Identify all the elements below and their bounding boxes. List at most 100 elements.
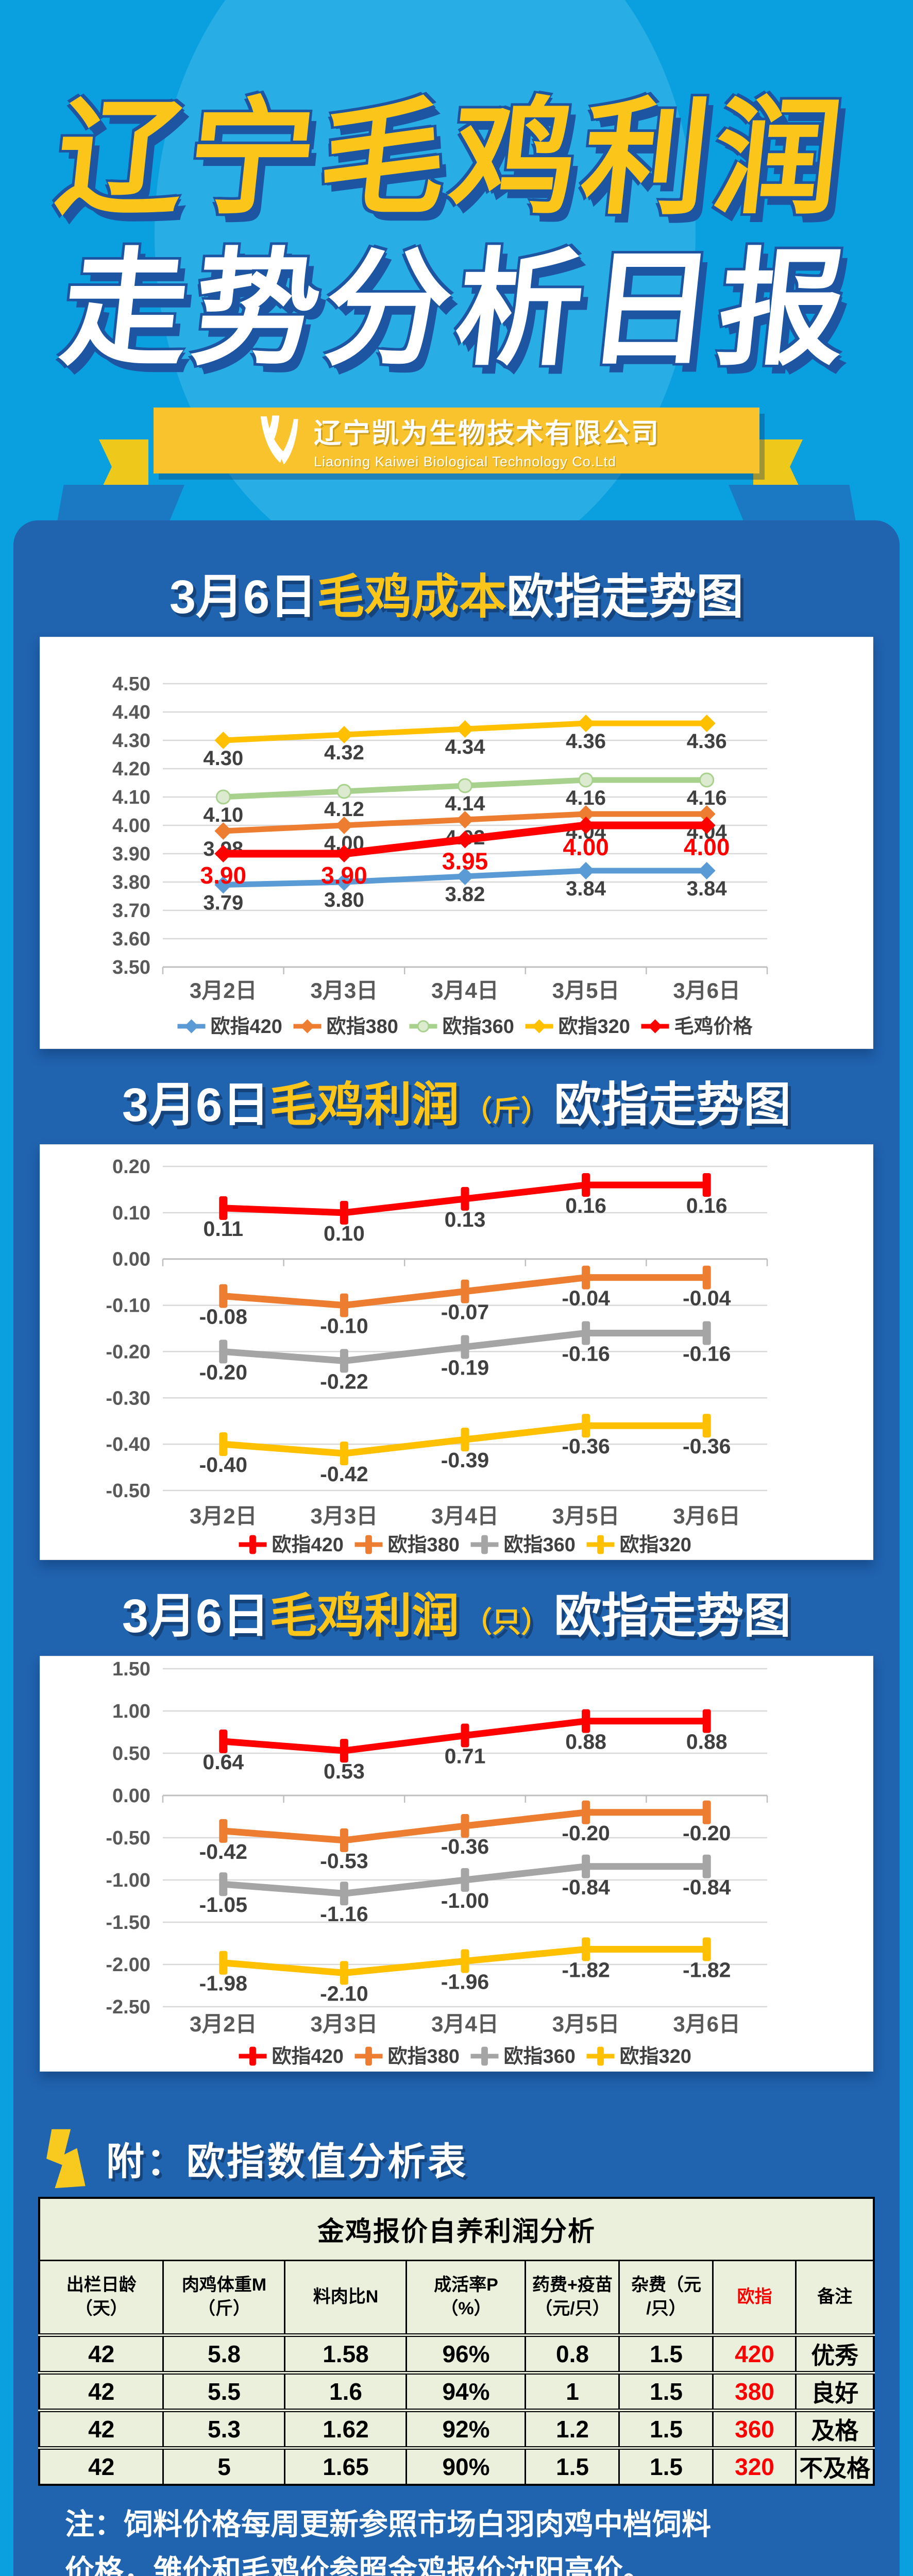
yellow-arrow-icon bbox=[46, 2129, 86, 2188]
table-cell: 良好 bbox=[795, 2370, 875, 2411]
svg-text:4.36: 4.36 bbox=[687, 730, 727, 753]
svg-text:0.64: 0.64 bbox=[202, 1750, 244, 1774]
chart-title-part: 毛鸡利润 bbox=[269, 1078, 460, 1131]
svg-text:3.90: 3.90 bbox=[112, 843, 150, 865]
chart-title-part: （斤） bbox=[463, 1094, 550, 1127]
svg-text:-0.36: -0.36 bbox=[562, 1434, 610, 1458]
svg-text:-2.10: -2.10 bbox=[320, 1981, 368, 2005]
table-cell: 不及格 bbox=[795, 2446, 875, 2486]
svg-text:-0.19: -0.19 bbox=[441, 1356, 489, 1380]
table-header-cell: 备注 bbox=[795, 2259, 875, 2337]
table-cell: 380 bbox=[712, 2370, 797, 2411]
svg-text:-0.40: -0.40 bbox=[199, 1453, 247, 1477]
svg-text:欧指360: 欧指360 bbox=[504, 2046, 576, 2067]
chart-card-profit-bird: 1.50 1.00 0.50 0.00 -0.50 -1.00 -1.50 -2.00 -2.5… bbox=[40, 1655, 873, 2072]
svg-text:-0.07: -0.07 bbox=[441, 1300, 489, 1324]
table-row: 42 5.3 1.62 92% 1.2 1.5 360 及格 bbox=[38, 2408, 875, 2449]
profit-per-bird-chart: 1.50 1.00 0.50 0.00 -0.50 -1.00 -1.50 -2.00 -2.5… bbox=[40, 1656, 873, 2071]
svg-text:-0.10: -0.10 bbox=[106, 1295, 150, 1317]
svg-text:0.10: 0.10 bbox=[112, 1202, 150, 1224]
table-cell: 1.5 bbox=[618, 2408, 714, 2449]
svg-text:3月2日: 3月2日 bbox=[190, 1504, 257, 1528]
chart-title-part: 毛鸡利润 bbox=[269, 1590, 460, 1643]
svg-text:欧指320: 欧指320 bbox=[559, 1016, 630, 1038]
svg-text:-0.16: -0.16 bbox=[683, 1342, 731, 1366]
hero-glow-ellipse bbox=[155, 0, 696, 582]
svg-text:-1.16: -1.16 bbox=[320, 1902, 368, 1926]
table-cell: 1.5 bbox=[618, 2370, 714, 2411]
table-cell: 5.5 bbox=[162, 2370, 286, 2411]
svg-text:3.79: 3.79 bbox=[203, 891, 243, 914]
svg-text:-0.42: -0.42 bbox=[320, 1462, 368, 1486]
svg-text:3.84: 3.84 bbox=[566, 877, 606, 900]
svg-text:4.10: 4.10 bbox=[203, 804, 243, 826]
svg-text:3月5日: 3月5日 bbox=[552, 1504, 620, 1528]
svg-text:-0.04: -0.04 bbox=[683, 1286, 731, 1310]
table-cell: 1.62 bbox=[284, 2408, 408, 2449]
chart-title-part: 毛鸡成本 bbox=[317, 571, 507, 623]
table-header-cell: 出栏日龄 （天） bbox=[38, 2259, 164, 2337]
svg-text:-0.10: -0.10 bbox=[320, 1314, 368, 1338]
table-cell: 5 bbox=[162, 2446, 286, 2486]
table-cell: 1.6 bbox=[284, 2370, 408, 2411]
svg-text:欧指360: 欧指360 bbox=[443, 1016, 514, 1038]
svg-text:欧指420: 欧指420 bbox=[272, 1534, 344, 1556]
table-cell: 92% bbox=[405, 2408, 527, 2449]
svg-text:欧指320: 欧指320 bbox=[620, 1534, 691, 1556]
hero-section: 辽宁毛鸡利润 走势分析日报 辽宁凯为生物技术有限公司 Liaoning Kaiw… bbox=[0, 0, 913, 582]
chart-title-part: 欧指走势图 bbox=[506, 571, 744, 623]
svg-text:3月3日: 3月3日 bbox=[311, 1504, 378, 1528]
svg-text:-2.00: -2.00 bbox=[106, 1954, 150, 1976]
svg-text:0.16: 0.16 bbox=[686, 1194, 728, 1217]
chart-section-profit-bird: 3月6日毛鸡利润 （只）欧指走势图 1.50 1.00 0.50 0.00 -0.50 -1… bbox=[13, 1588, 900, 2072]
profit-per-jin-chart-svg: 0.20 0.10 0.00 -0.10 -0.20 -0.30 -0.40 -0.50 0.1… bbox=[40, 1145, 873, 1560]
svg-text:-0.20: -0.20 bbox=[683, 1821, 731, 1844]
svg-text:4.50: 4.50 bbox=[112, 673, 150, 695]
footnote: 注：饲料价格每周更新参照市场白羽肉鸡中档饲料 价格，雏价和毛鸡价参照金鸡报价沈阳… bbox=[65, 2501, 853, 2576]
chart-title-cost: 3月6日毛鸡成本欧指走势图 bbox=[13, 569, 900, 625]
svg-text:-0.22: -0.22 bbox=[320, 1369, 368, 1393]
svg-text:3月4日: 3月4日 bbox=[431, 978, 499, 1003]
svg-text:-1.96: -1.96 bbox=[441, 1970, 489, 1993]
table-cell: 1.5 bbox=[525, 2446, 620, 2486]
svg-text:4.20: 4.20 bbox=[112, 758, 150, 780]
chart-title-part: 3月6日 bbox=[122, 1078, 270, 1131]
cost-trend-chart-svg: 4.504.404.304.204.104.003.903.803.703.60… bbox=[40, 637, 873, 1048]
table-cell: 320 bbox=[712, 2446, 797, 2486]
chart-title-part: 3月6日 bbox=[169, 571, 317, 623]
svg-text:-0.42: -0.42 bbox=[199, 1840, 247, 1863]
table-cell: 1.58 bbox=[284, 2334, 408, 2374]
poster-title-line1: 辽宁毛鸡利润 bbox=[49, 88, 853, 229]
table-row: 42 5 1.65 90% 1.5 1.5 320 不及格 bbox=[38, 2446, 875, 2486]
table-cell: 94% bbox=[405, 2370, 527, 2411]
cost-trend-chart: 4.50 4.40 4.30 4.20 4.10 4.00 3.90 3.80 3.70 3.60… bbox=[40, 637, 873, 1048]
profit-analysis-table: 金鸡报价自养利润分析 出栏日龄 （天） 肉鸡体重M （斤） 料肉比N 成活率P （%）药… bbox=[38, 2196, 875, 2486]
svg-text:3.80: 3.80 bbox=[112, 872, 150, 893]
chart-title-part: 欧指走势图 bbox=[554, 1078, 791, 1131]
chart-title-part: 3月6日 bbox=[122, 1590, 270, 1643]
table-cell: 5.8 bbox=[162, 2334, 286, 2374]
footnote-line2: 价格，雏价和毛鸡价参照金鸡报价沈阳高价。 bbox=[65, 2554, 652, 2576]
svg-text:欧指420: 欧指420 bbox=[211, 1016, 282, 1038]
table-header-cell: 杂费（元 /只） bbox=[618, 2259, 714, 2337]
svg-text:3月5日: 3月5日 bbox=[552, 978, 620, 1003]
svg-text:4.00: 4.00 bbox=[684, 834, 730, 860]
svg-text:4.16: 4.16 bbox=[687, 787, 727, 809]
table-cell: 1.5 bbox=[618, 2446, 714, 2486]
svg-text:3.70: 3.70 bbox=[112, 900, 150, 922]
svg-text:-2.50: -2.50 bbox=[106, 1996, 150, 2018]
svg-text:-0.84: -0.84 bbox=[683, 1875, 731, 1899]
chart-title-profit-bird: 3月6日毛鸡利润 （只）欧指走势图 bbox=[13, 1588, 900, 1645]
svg-text:欧指420: 欧指420 bbox=[272, 2046, 344, 2067]
table-cell: 1.2 bbox=[525, 2408, 620, 2449]
chart-title-part: （只） bbox=[463, 1606, 550, 1639]
svg-text:欧指320: 欧指320 bbox=[620, 2046, 691, 2067]
svg-text:4.36: 4.36 bbox=[566, 730, 606, 753]
svg-text:0.53: 0.53 bbox=[324, 1759, 365, 1783]
svg-text:-0.53: -0.53 bbox=[320, 1849, 368, 1873]
table-cell: 1.5 bbox=[618, 2334, 714, 2374]
chart-card-profit-jin: 0.20 0.10 0.00 -0.10 -0.20 -0.30 -0.40 -0.50 0.1… bbox=[40, 1144, 873, 1561]
svg-text:3.50: 3.50 bbox=[112, 957, 150, 978]
svg-text:4.14: 4.14 bbox=[445, 792, 486, 815]
